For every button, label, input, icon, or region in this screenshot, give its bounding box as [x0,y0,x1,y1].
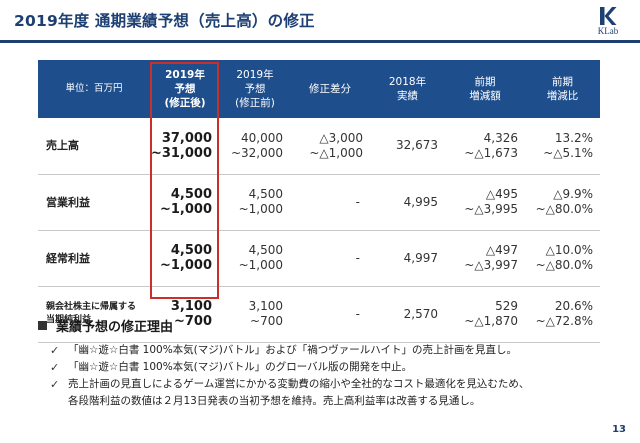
table-row-operating-income: 営業利益 4,500 ~1,000 4,500 ~1,000 - 4,995 △49… [38,174,600,231]
cell-yoy-amount: 4,326 ~△1,673 [445,118,525,175]
header-unit: 単位：百万円 [38,60,150,118]
cell-yoy-ratio: △10.0% ~△80.0% [525,230,600,287]
table-row-net-income: 親会社株主に帰属する 当期純利益 3,100 ~700 3,100 ~700 - 2,… [38,286,600,343]
header-yoy-amount: 前期 増減額 [445,60,525,118]
row-label: 営業利益 [38,174,150,231]
checkmark-icon: ✓ [50,361,60,374]
cell-yoy-ratio: △9.9% ~△80.0% [525,174,600,231]
table-row-ordinary-income: 経常利益 4,500 ~1,000 4,500 ~1,000 - 4,997 △49… [38,230,600,287]
cell-revised-forecast: 37,000 ~31,000 [150,118,220,175]
square-bullet-icon [38,321,47,330]
cell-revised-forecast: 4,500 ~1,000 [150,174,220,231]
header-revision-difference: 修正差分 [290,60,370,118]
header-yoy-ratio: 前期 増減比 [525,60,600,118]
reasons-heading: 業績予想の修正理由 [38,316,173,335]
checkmark-icon: ✓ [50,378,60,391]
cell-difference: - [290,174,370,231]
page-number: 13 [612,424,626,435]
reasons-list: ✓ 「幽☆遊☆白書 100%本気(マジ)バトル」および「禍つヴァールハイト」の売… [50,342,529,410]
cell-previous-forecast: 4,500 ~1,000 [220,174,290,231]
cell-2018-actual: 4,997 [370,230,445,287]
cell-2018-actual: 32,673 [370,118,445,175]
cell-difference: - [290,286,370,343]
page-title: 2019年度 通期業績予想（売上高）の修正 [14,12,315,30]
list-item: ✓ 「幽☆遊☆白書 100%本気(マジ)バトル」のグローバル版の開発を中止。 [50,361,413,374]
table-row-net-sales: 売上高 37,000 ~31,000 40,000 ~32,000 △3,000 ~△… [38,118,600,175]
earnings-forecast-table: 単位：百万円 2019年 予想 (修正後) 2019年 予想 (修正前) 修正差分 20… [38,60,600,343]
row-label: 経常利益 [38,230,150,287]
cell-revised-forecast: 3,100 ~700 [150,286,220,343]
cell-2018-actual: 2,570 [370,286,445,343]
cell-yoy-amount: △497 ~△3,997 [445,230,525,287]
cell-previous-forecast: 40,000 ~32,000 [220,118,290,175]
row-label: 親会社株主に帰属する 当期純利益 [38,286,150,343]
header-2018-actual: 2018年 実績 [370,60,445,118]
klab-logo: KLab [588,6,628,38]
list-item: ✓ 売上計画の見直しによるゲーム運営にかかる変動費の縮小や全社的なコスト最適化を… [50,378,530,407]
table-header-row: 単位：百万円 2019年 予想 (修正後) 2019年 予想 (修正前) 修正差分 20… [38,60,600,118]
cell-revised-forecast: 4,500 ~1,000 [150,230,220,287]
cell-difference: - [290,230,370,287]
cell-difference: △3,000 ~△1,000 [290,118,370,175]
cell-yoy-amount: △495 ~△3,995 [445,174,525,231]
list-item: ✓ 「幽☆遊☆白書 100%本気(マジ)バトル」および「禍つヴァールハイト」の売… [50,344,517,357]
header-forecast-previous: 2019年 予想 (修正前) [220,60,290,118]
cell-yoy-amount: 529 ~△1,870 [445,286,525,343]
checkmark-icon: ✓ [50,344,60,357]
cell-yoy-ratio: 13.2% ~△5.1% [525,118,600,175]
cell-yoy-ratio: 20.6% ~△72.8% [525,286,600,343]
row-label: 売上高 [38,118,150,175]
klab-logo-icon [600,7,617,25]
cell-2018-actual: 4,995 [370,174,445,231]
cell-previous-forecast: 4,500 ~1,000 [220,230,290,287]
header-forecast-revised: 2019年 予想 (修正後) [150,60,220,118]
logo-text: KLab [597,26,619,36]
cell-previous-forecast: 3,100 ~700 [220,286,290,343]
title-underline [0,40,640,43]
